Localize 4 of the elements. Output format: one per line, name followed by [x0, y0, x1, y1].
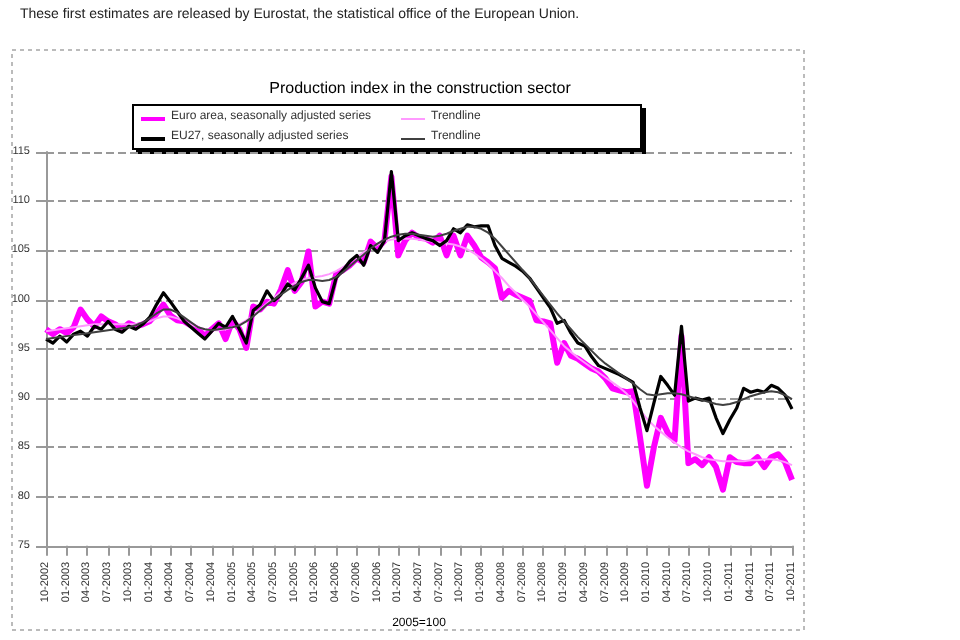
chart-title: Production index in the construction sector [269, 79, 572, 97]
line-series [45, 237, 793, 467]
line-series [44, 170, 794, 436]
line-series [45, 225, 793, 407]
